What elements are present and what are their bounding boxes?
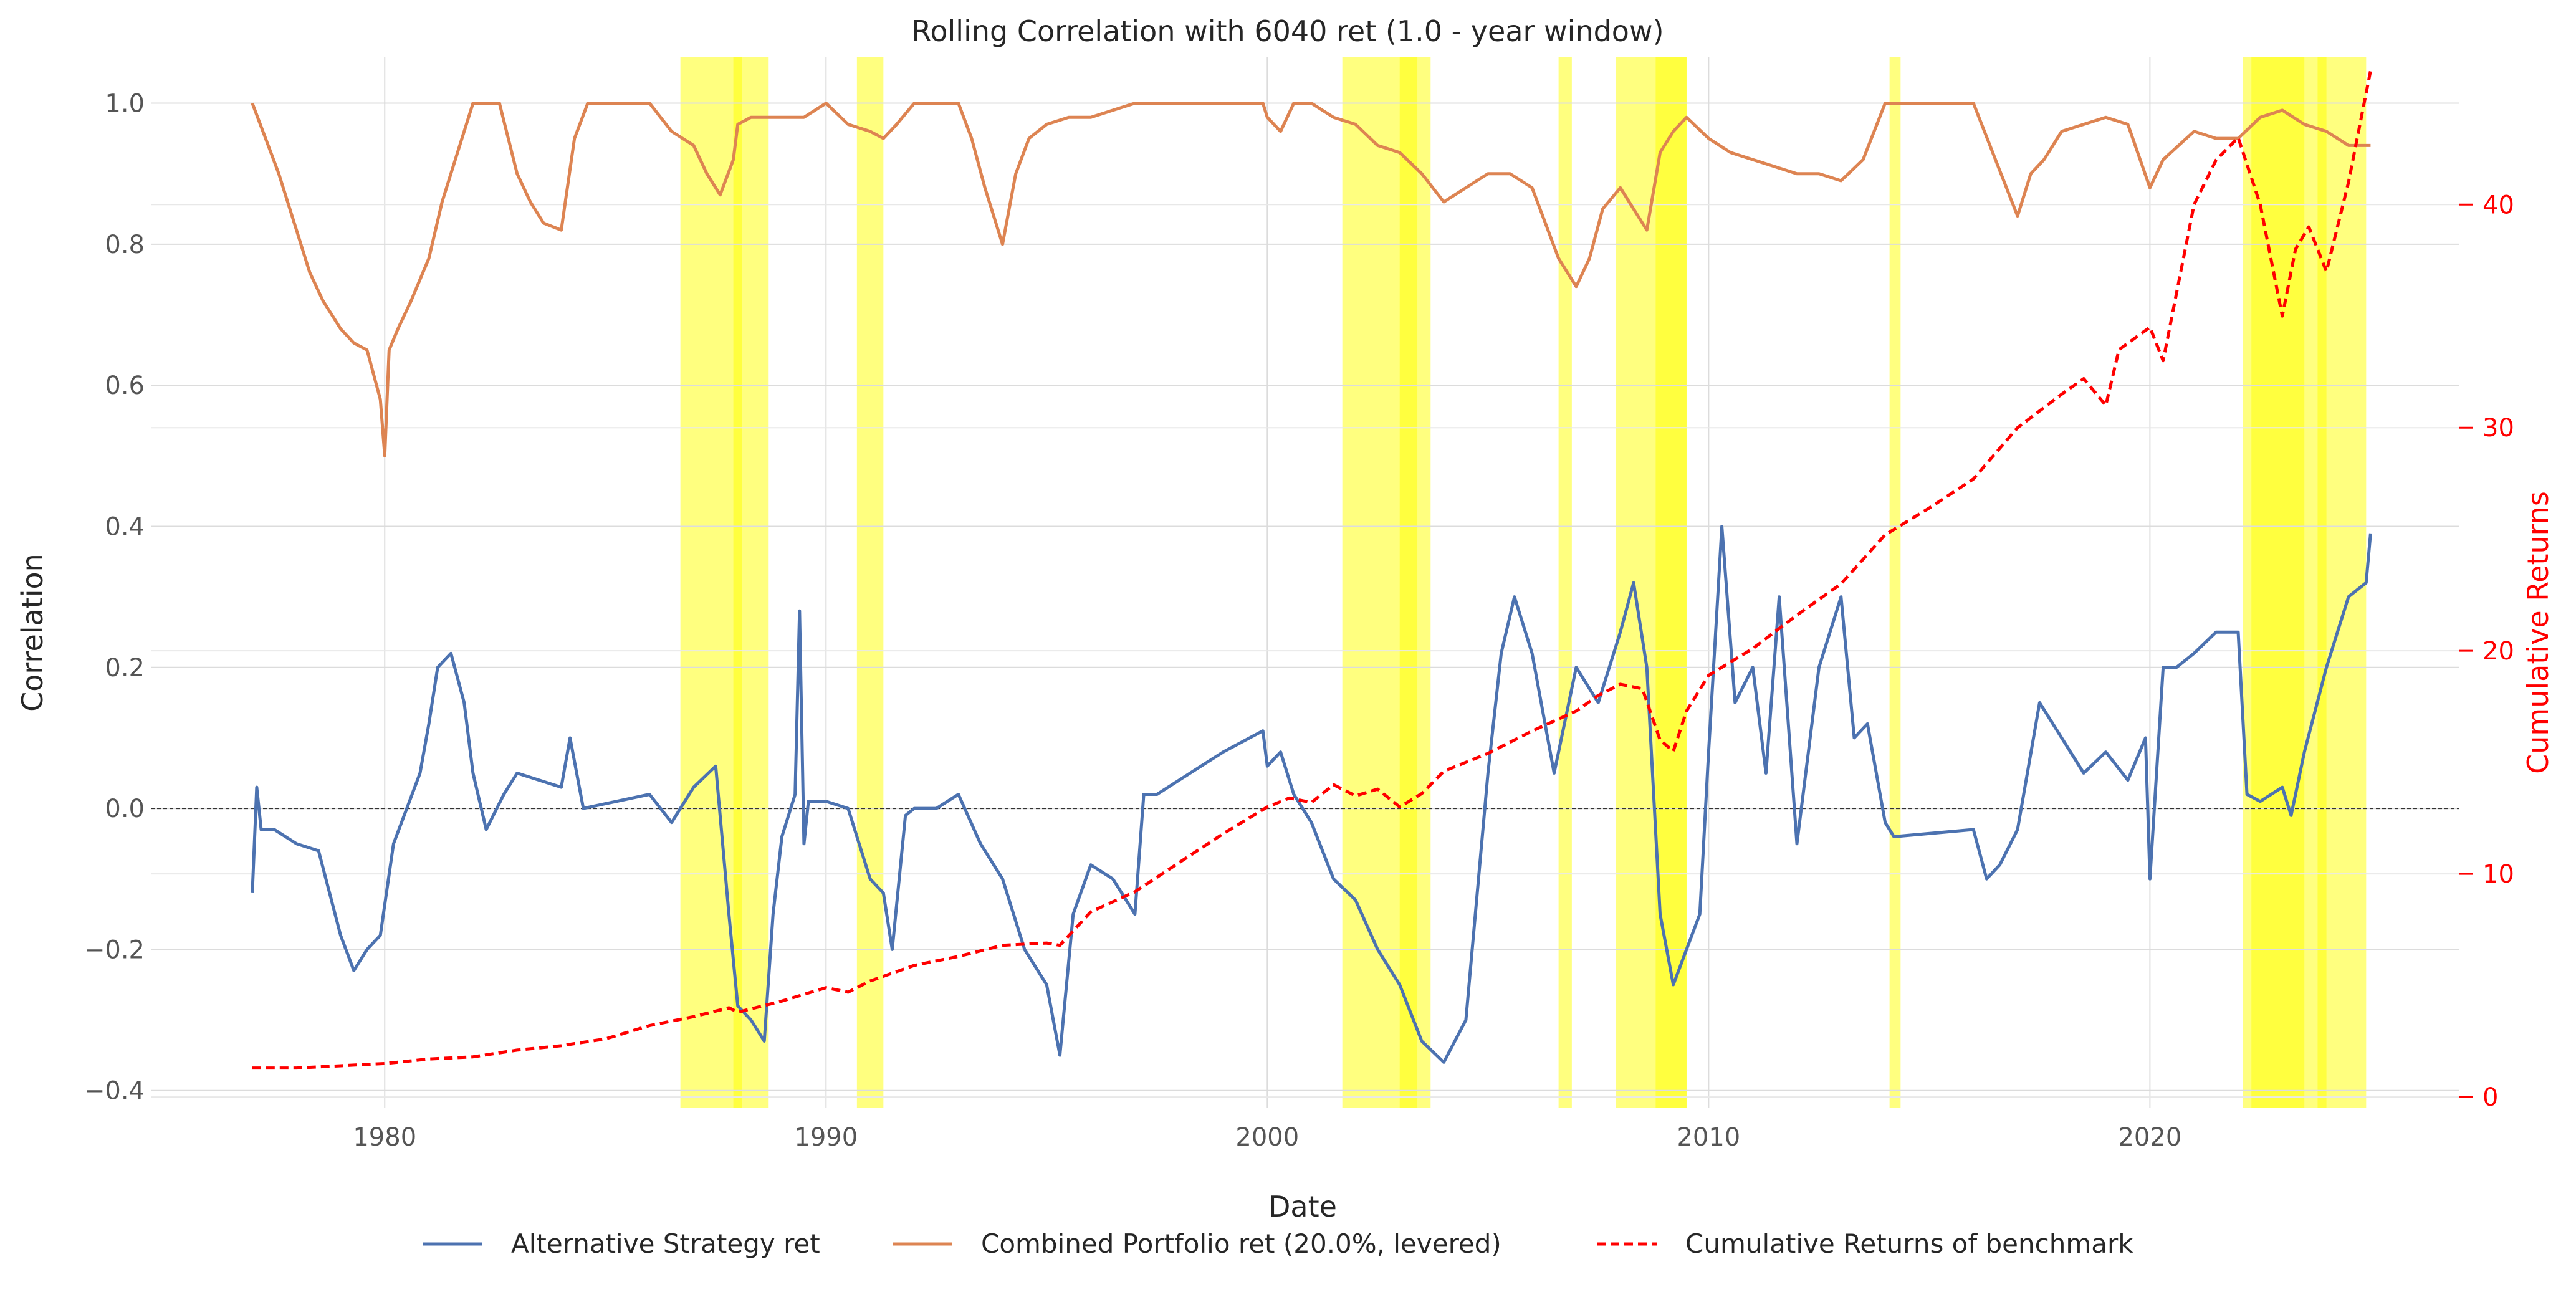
x-tick-label-2: 2000 <box>1235 1123 1299 1152</box>
shaded-period-10 <box>2251 57 2305 1108</box>
y-tick-label-4: 0.4 <box>105 512 145 541</box>
shaded-period-7 <box>1655 57 1687 1108</box>
y-right-tick-label-0: 0 <box>2483 1083 2498 1112</box>
y-right-tick-label-2: 20 <box>2483 637 2514 666</box>
x-tick-label-4: 2020 <box>2118 1123 2181 1152</box>
y-right-tick-label-4: 40 <box>2483 191 2514 219</box>
y-axis-right-label: Cumulative Returns <box>2521 491 2555 774</box>
series-lines <box>251 70 2372 1070</box>
legend-label-1: Combined Portfolio ret (20.0%, levered) <box>981 1228 1501 1259</box>
legend-label-2: Cumulative Returns of benchmark <box>1685 1228 2133 1259</box>
series-line-2 <box>252 70 2372 1070</box>
shaded-period-2 <box>856 57 884 1108</box>
x-tick-label-0: 1980 <box>353 1123 416 1152</box>
y-right-tick-label-1: 10 <box>2483 860 2514 889</box>
y-tick-label-7: 1.0 <box>105 90 145 118</box>
y-tick-label-6: 0.8 <box>105 231 145 259</box>
shaded-period-5 <box>1558 57 1572 1108</box>
chart-title: Rolling Correlation with 6040 ret (1.0 -… <box>911 14 1664 48</box>
y-axis-label: Correlation <box>16 553 49 712</box>
series-line-0 <box>251 525 2372 1064</box>
grid <box>151 57 2459 1108</box>
x-axis-label: Date <box>1268 1190 1337 1223</box>
series-line-1 <box>251 102 2371 457</box>
y-tick-label-3: 0.2 <box>105 654 145 682</box>
y-tick-label-1: −0.2 <box>84 936 145 964</box>
shaded-period-1 <box>733 57 742 1108</box>
legend-label-0: Alternative Strategy ret <box>511 1228 820 1259</box>
shaded-period-0 <box>680 57 769 1108</box>
x-axis: 1980 1990 2000 2010 2020 <box>353 1123 2181 1152</box>
y-axis-right: 0 10 20 30 40 <box>2459 191 2514 1112</box>
x-tick-label-3: 2010 <box>1677 1123 1740 1152</box>
y-tick-label-5: 0.6 <box>105 371 145 400</box>
y-right-tick-label-3: 30 <box>2483 414 2514 443</box>
shaded-period-11 <box>2317 57 2327 1108</box>
legend: Alternative Strategy ret Combined Portfol… <box>423 1228 2133 1259</box>
y-tick-label-0: −0.4 <box>84 1077 145 1106</box>
shaded-periods <box>680 57 2367 1108</box>
x-tick-label-1: 1990 <box>794 1123 858 1152</box>
y-tick-label-2: 0.0 <box>105 795 145 823</box>
shaded-period-4 <box>1399 57 1418 1108</box>
y-axis-left: −0.4 −0.2 0.0 0.2 0.4 0.6 0.8 1.0 <box>84 90 145 1106</box>
shaded-period-8 <box>1889 57 1901 1108</box>
